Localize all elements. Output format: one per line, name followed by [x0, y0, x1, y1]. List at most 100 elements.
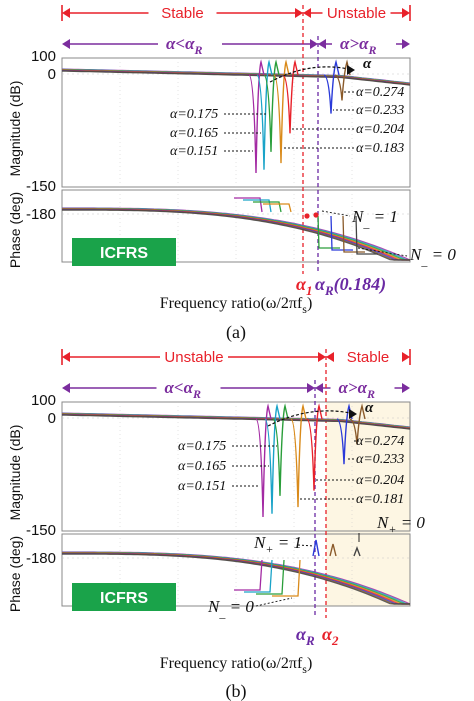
alpha-increase-arrowhead — [349, 409, 357, 419]
icfrs-badge-label: ICFRS — [100, 590, 148, 607]
label-backdrop — [156, 374, 221, 394]
left-alpha-label: α=0.151 — [170, 144, 218, 159]
region-bracket-left-head-left — [62, 352, 70, 362]
alpha-bracket-right-head-right — [402, 39, 410, 49]
magnitude-notch-α=0.151 — [248, 59, 265, 174]
left-alpha-label: α=0.165 — [170, 126, 218, 141]
n-minus-0-label-tail: = 0 — [427, 245, 456, 264]
alpha-left-label: α<αR — [165, 378, 202, 401]
phase-spike — [353, 546, 361, 557]
label-backdrop — [332, 30, 396, 50]
right-alpha-label: α=0.233 — [356, 103, 404, 118]
alpha-bracket-left-head-left — [62, 383, 70, 393]
alpha-r-marker-base: α — [296, 624, 307, 644]
n-minus-1-label: N_ = 1 — [351, 207, 398, 230]
alpha-2-marker: α2 — [322, 624, 339, 648]
alpha-bracket-left-head-right — [310, 39, 318, 49]
x-axis-label-tail: ) — [307, 295, 312, 312]
ytick-label: 0 — [48, 410, 56, 427]
right-alpha-label: α=0.183 — [356, 141, 404, 156]
n-plus-0-label-base: N — [376, 513, 390, 532]
magnitude-series-baseline — [61, 70, 411, 86]
magnitude-notch-α=0.274 — [349, 403, 366, 445]
left-alpha-label: α=0.175 — [178, 439, 226, 454]
phase-step-up — [263, 203, 292, 213]
label-backdrop — [160, 348, 228, 364]
right-alpha-label: α=0.204 — [356, 122, 404, 137]
label-backdrop — [330, 374, 395, 394]
phase-ylabel: Phase (deg) — [7, 192, 23, 268]
phase-spike — [312, 539, 320, 557]
magnitude-notch-α=0.204 — [306, 403, 323, 491]
leader-line — [357, 247, 408, 257]
alpha-bracket-right-head-left — [318, 39, 326, 49]
phase-spike — [329, 543, 337, 557]
label-backdrop — [148, 4, 217, 20]
left-alpha-label: α=0.175 — [170, 107, 218, 122]
stable-region-fill — [326, 402, 410, 606]
ytick-label: -150 — [26, 178, 56, 195]
n-plus-1-label-tail: = 1 — [273, 533, 301, 552]
n-minus-1-label-sub: _ — [362, 216, 370, 230]
region-bracket-right-head-left — [303, 8, 311, 18]
alpha-1-marker-sub: 1 — [306, 283, 313, 298]
right-alpha-label: α=0.204 — [356, 473, 404, 488]
alpha-increase-arrow — [267, 410, 356, 427]
x-axis-label-base: Frequency ratio(ω/2πf — [160, 295, 303, 312]
alpha-1-marker: α1 — [296, 274, 312, 298]
n-minus-1-label-tail: = 1 — [369, 207, 397, 226]
alpha-increase-label: α — [363, 56, 372, 72]
right-alpha-label: α=0.274 — [356, 434, 404, 449]
alpha-right-label-sub: R — [368, 43, 377, 57]
magnitude-notch-α=0.165 — [256, 59, 273, 170]
leader-line — [255, 597, 293, 607]
label-backdrop — [322, 4, 391, 20]
phase-step-down — [234, 559, 263, 591]
alpha-right-label-sub: R — [366, 387, 375, 401]
n-plus-0-label: N+ = 0 — [376, 513, 425, 536]
alpha-r-marker-tail: (0.184) — [334, 274, 387, 295]
n-plus-1-label-base: N — [253, 533, 267, 552]
phase-step-down — [355, 215, 378, 255]
n-plus-1-label: N+ = 1 — [253, 533, 302, 556]
phase-step-down — [256, 559, 285, 595]
icfrs-badge — [72, 238, 176, 266]
alpha-r-marker-base: α — [315, 274, 326, 294]
alpha-2-marker-sub: 2 — [331, 633, 339, 648]
left-alpha-label: α=0.165 — [178, 459, 226, 474]
alpha-right-label: α>αR — [339, 378, 376, 401]
x-axis-label: Frequency ratio(ω/2πfs) — [160, 295, 313, 316]
magnitude-series-baseline — [61, 414, 411, 430]
alpha-increase-arrow — [269, 66, 354, 83]
phase-step-down — [317, 215, 340, 249]
alpha-right-label-base: α>α — [339, 378, 368, 397]
label-backdrop — [334, 348, 402, 364]
x-axis-label-sub: s — [302, 662, 307, 676]
region-bracket-right-head-left — [326, 352, 334, 362]
right-alpha-label: α=0.274 — [356, 85, 404, 100]
phase-step-down — [330, 215, 353, 251]
n-plus-1-label-sub: + — [265, 542, 273, 556]
ytick-label: 0 — [48, 66, 56, 83]
alpha-bracket-left-head-left — [62, 39, 70, 49]
crossing-dot — [313, 212, 319, 218]
left-region-label: Stable — [161, 5, 204, 22]
alpha-right-label-base: α>α — [340, 34, 369, 53]
n-minus-0-label-base: N — [207, 597, 221, 616]
magnitude-notch-α=0.233 — [336, 403, 353, 465]
n-plus-0-label-tail: = 0 — [396, 513, 425, 532]
alpha-r-marker: αR — [296, 624, 315, 648]
alpha-bracket-left-head-right — [307, 383, 315, 393]
leader-line — [297, 544, 315, 547]
region-bracket-right-head-right — [402, 352, 410, 362]
region-bracket-right-head-right — [402, 8, 410, 18]
phase-ylabel: Phase (deg) — [7, 536, 23, 612]
icfrs-badge — [72, 583, 176, 611]
panel-caption: (b) — [226, 681, 247, 701]
n-minus-0-label-tail: = 0 — [225, 597, 254, 616]
phase-step-down — [342, 215, 365, 253]
n-minus-0-label-sub: _ — [420, 254, 428, 268]
